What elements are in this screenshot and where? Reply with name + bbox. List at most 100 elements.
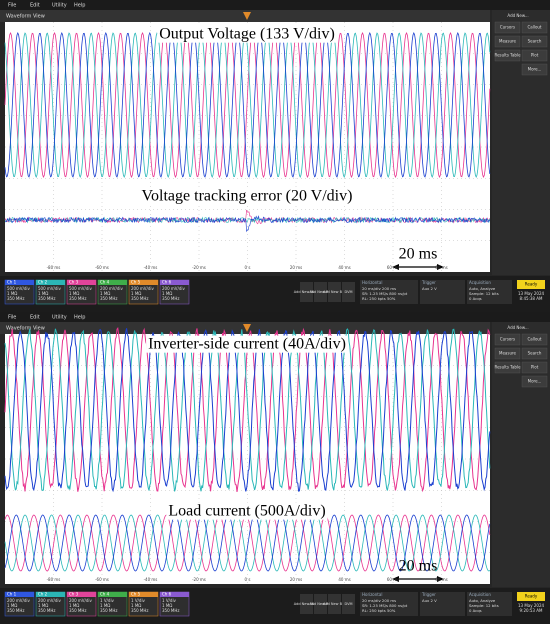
add-button-label[interactable]: Add New Bus — [323, 290, 346, 294]
annotation-bg — [139, 187, 355, 205]
channel-setting: 1 MΩ — [38, 603, 48, 608]
channel-tab — [160, 280, 189, 285]
setting-value: 0 Acqs — [469, 608, 482, 613]
menu-item[interactable]: Utility — [52, 315, 67, 321]
channel-name[interactable]: Ch 2 — [38, 592, 48, 597]
add-button-label[interactable]: Add New Math — [294, 290, 319, 294]
side-button[interactable] — [494, 347, 521, 360]
side-button-label[interactable]: Callout — [527, 25, 541, 30]
channel-setting: 350 MHz — [100, 608, 117, 613]
add-button[interactable] — [300, 594, 313, 614]
annotation-bg — [166, 502, 328, 520]
add-button-label[interactable]: Add New Bus — [323, 602, 346, 606]
side-button[interactable] — [521, 333, 548, 346]
menu-item[interactable]: File — [8, 3, 16, 9]
add-button[interactable] — [300, 282, 313, 302]
side-button-label[interactable]: More... — [528, 379, 542, 384]
channel-tab — [36, 280, 65, 285]
channel-setting: 1 MΩ — [69, 603, 79, 608]
side-button-label[interactable]: Results Table — [494, 365, 521, 370]
setting-box[interactable] — [467, 592, 512, 616]
menu-item[interactable]: Edit — [30, 3, 40, 9]
side-button-label[interactable]: Results Table — [494, 53, 521, 58]
side-button-label[interactable]: Measure — [499, 351, 517, 356]
channel-name[interactable]: Ch 2 — [38, 280, 48, 285]
channel-name[interactable]: Ch 1 — [7, 592, 17, 597]
side-button-label[interactable]: Plot — [531, 365, 539, 370]
channel-setting: 350 MHz — [69, 296, 86, 301]
channel-tab — [5, 592, 34, 597]
time-label: -20 ms — [192, 265, 206, 270]
time-label: 40 ms — [338, 265, 350, 270]
time-label: 0 s — [245, 265, 251, 270]
side-button[interactable] — [521, 49, 548, 62]
side-button[interactable] — [521, 347, 548, 360]
side-button[interactable] — [494, 35, 521, 48]
add-button-label[interactable]: Add New Ref — [309, 290, 332, 294]
setting-box[interactable] — [420, 280, 465, 304]
side-button-label[interactable]: Search — [528, 39, 542, 44]
side-button-label[interactable]: Add New... — [507, 13, 528, 18]
add-button[interactable] — [342, 282, 355, 302]
channel-name[interactable]: Ch 1 — [7, 280, 17, 285]
side-button[interactable] — [521, 21, 548, 34]
add-button[interactable] — [342, 594, 355, 614]
side-button-label[interactable]: Cursors — [500, 337, 515, 342]
menu-item[interactable]: File — [8, 315, 16, 321]
side-button-label[interactable]: Measure — [499, 39, 517, 44]
menu-item[interactable]: Edit — [30, 315, 40, 321]
setting-box[interactable] — [360, 280, 418, 304]
add-button-label[interactable]: DVM — [344, 602, 352, 606]
add-button[interactable] — [314, 594, 327, 614]
side-button-label[interactable]: Cursors — [500, 25, 515, 30]
side-button-label[interactable]: Plot — [531, 53, 539, 58]
channel-name[interactable]: Ch 5 — [131, 592, 141, 597]
side-button[interactable] — [521, 375, 548, 388]
menu-item[interactable]: Utility — [52, 3, 67, 9]
side-button-label[interactable]: Search — [528, 351, 542, 356]
channel-name[interactable]: Ch 4 — [100, 592, 110, 597]
setting-value: 20 ms/div 200 ms — [362, 598, 396, 603]
add-button-label[interactable]: DVM — [344, 290, 352, 294]
setting-box[interactable] — [360, 592, 418, 616]
side-button[interactable] — [494, 361, 521, 374]
time-label: 60 ms — [387, 577, 399, 582]
side-button-label[interactable]: More... — [528, 67, 542, 72]
add-button-label[interactable]: Add New Ref — [309, 602, 332, 606]
add-button[interactable] — [328, 282, 341, 302]
side-button[interactable] — [494, 333, 521, 346]
side-button[interactable] — [521, 35, 548, 48]
channel-name[interactable]: Ch 3 — [69, 592, 79, 597]
side-button[interactable] — [521, 63, 548, 76]
channel-name[interactable]: Ch 3 — [69, 280, 79, 285]
side-button[interactable] — [494, 49, 521, 62]
channel-name[interactable]: Ch 6 — [162, 592, 172, 597]
side-button[interactable] — [521, 361, 548, 374]
channel-setting: 1 MΩ — [69, 291, 79, 296]
channel-setting: 1 V/div — [162, 598, 177, 603]
menu-item[interactable]: Help — [74, 315, 85, 321]
side-button-label[interactable]: Add New... — [507, 325, 528, 330]
annotation-bg — [146, 335, 348, 353]
setting-box[interactable] — [420, 592, 465, 616]
channel-name[interactable]: Ch 4 — [100, 280, 110, 285]
time-label: 60 ms — [387, 265, 399, 270]
channel-name[interactable]: Ch 5 — [131, 280, 141, 285]
channel-tab — [67, 592, 96, 597]
annotation: Voltage tracking error (20 V/div) — [142, 188, 353, 205]
setting-box[interactable] — [467, 280, 512, 304]
date-time: 9:20:53 AM — [520, 608, 543, 613]
channel-name[interactable]: Ch 6 — [162, 280, 172, 285]
setting-value: Aux 2 V — [422, 286, 437, 291]
menu-bar — [0, 312, 550, 322]
add-button[interactable] — [314, 282, 327, 302]
add-button[interactable] — [328, 594, 341, 614]
side-button[interactable] — [494, 21, 521, 34]
channel-setting: 200 mV/div — [100, 286, 124, 291]
add-button-label[interactable]: Add New Math — [294, 602, 319, 606]
channel-setting: 200 mV/div — [131, 286, 155, 291]
menu-item[interactable]: Help — [74, 3, 85, 9]
side-button-label[interactable]: Callout — [527, 337, 541, 342]
time-label: -60 ms — [95, 577, 109, 582]
channel-tab — [160, 592, 189, 597]
